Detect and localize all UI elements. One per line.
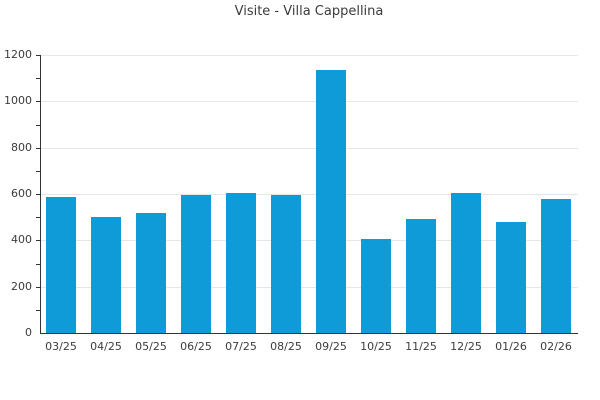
gridline	[40, 101, 578, 102]
bar	[181, 195, 211, 333]
y-axis-tick	[36, 310, 40, 311]
y-axis-label: 1000	[4, 94, 32, 107]
y-axis-label: 1200	[4, 48, 32, 61]
y-axis-tick	[36, 171, 40, 172]
y-axis-tick	[36, 55, 40, 56]
gridline	[40, 194, 578, 195]
x-axis-line	[40, 333, 578, 334]
bar	[496, 222, 526, 333]
y-axis-label: 0	[25, 326, 32, 339]
y-axis-label: 200	[11, 280, 32, 293]
y-axis-tick	[36, 287, 40, 288]
bar	[271, 195, 301, 333]
bar	[451, 193, 481, 333]
bar	[226, 193, 256, 333]
y-axis-tick	[36, 125, 40, 126]
x-axis-label: 12/25	[450, 340, 482, 353]
bar	[406, 219, 436, 333]
gridline	[40, 55, 578, 56]
y-axis-label: 600	[11, 187, 32, 200]
y-axis-line	[40, 55, 41, 334]
x-axis-label: 05/25	[135, 340, 167, 353]
chart-title: Visite - Villa Cappellina	[234, 4, 384, 19]
y-axis-label: 800	[11, 141, 32, 154]
x-axis-label: 09/25	[315, 340, 347, 353]
y-axis-tick	[36, 101, 40, 102]
y-axis-tick	[36, 240, 40, 241]
bar	[541, 199, 571, 333]
bar	[316, 70, 346, 333]
y-axis-tick	[36, 264, 40, 265]
bar	[361, 239, 391, 333]
bar	[46, 197, 76, 333]
x-axis-label: 06/25	[180, 340, 212, 353]
x-axis-label: 11/25	[405, 340, 437, 353]
y-axis-tick	[36, 194, 40, 195]
x-axis-label: 08/25	[270, 340, 302, 353]
x-axis-label: 07/25	[225, 340, 257, 353]
y-axis-tick	[36, 148, 40, 149]
x-axis-label: 10/25	[360, 340, 392, 353]
gridline	[40, 148, 578, 149]
y-axis-tick	[36, 217, 40, 218]
x-axis-label: 02/26	[540, 340, 572, 353]
gridline	[40, 287, 578, 288]
y-axis-label: 400	[11, 233, 32, 246]
gridline	[40, 240, 578, 241]
bar	[136, 213, 166, 333]
y-axis-tick	[36, 78, 40, 79]
x-axis-label: 01/26	[495, 340, 527, 353]
x-axis-label: 03/25	[45, 340, 77, 353]
bar	[91, 217, 121, 333]
x-axis-label: 04/25	[90, 340, 122, 353]
